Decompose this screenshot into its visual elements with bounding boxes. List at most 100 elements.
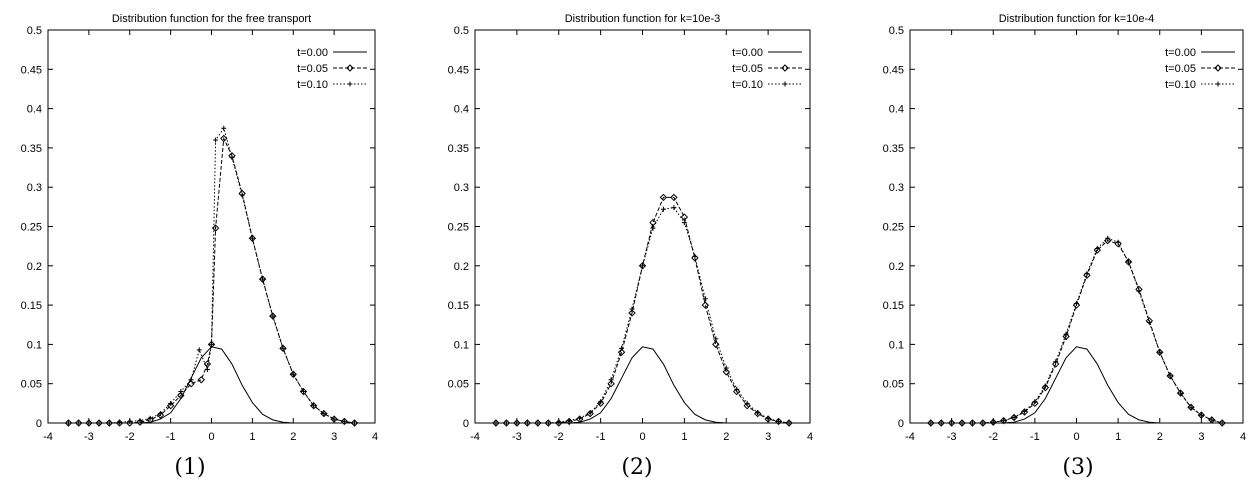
data-point bbox=[660, 206, 666, 212]
data-point bbox=[671, 205, 677, 211]
data-point bbox=[523, 419, 532, 427]
data-point bbox=[958, 419, 966, 427]
data-point bbox=[168, 400, 174, 406]
data-point bbox=[681, 220, 687, 226]
chart-panel-2: Distribution function for k=10e-3 0 0.05 0.… bbox=[448, 13, 813, 443]
y-tick-label: 0 bbox=[36, 418, 42, 430]
x-tick-label: 2 bbox=[1157, 431, 1163, 443]
data-point bbox=[608, 377, 614, 383]
data-point bbox=[270, 313, 276, 319]
x-tick-label: 3 bbox=[1198, 431, 1204, 443]
series-3 bbox=[928, 235, 1225, 426]
data-point bbox=[220, 134, 228, 143]
data-point bbox=[680, 213, 689, 221]
chart-title: Distribution function for k=10e-4 bbox=[999, 13, 1155, 25]
data-point bbox=[347, 81, 353, 87]
data-point bbox=[330, 415, 338, 423]
data-point bbox=[157, 411, 163, 417]
x-tick-label: 3 bbox=[331, 431, 337, 443]
x-tick-label: -4 bbox=[43, 431, 53, 443]
data-point bbox=[989, 418, 997, 426]
data-point bbox=[734, 386, 740, 392]
data-point bbox=[980, 420, 986, 426]
panel-label-1: (1) bbox=[174, 455, 206, 480]
data-point bbox=[65, 420, 71, 426]
x-tick-label: 1 bbox=[249, 431, 255, 443]
series-line bbox=[495, 346, 790, 424]
data-point bbox=[248, 234, 257, 242]
data-point bbox=[309, 402, 318, 410]
data-point bbox=[1214, 64, 1222, 72]
data-point bbox=[712, 340, 720, 349]
x-tick-label: -4 bbox=[470, 431, 480, 443]
data-point bbox=[1053, 359, 1059, 365]
data-point bbox=[1187, 403, 1195, 411]
data-point bbox=[937, 419, 945, 427]
data-point bbox=[556, 419, 562, 425]
data-point bbox=[629, 306, 635, 312]
data-point bbox=[127, 418, 133, 424]
data-point bbox=[659, 193, 668, 202]
data-point bbox=[86, 420, 92, 426]
legend-label: t=0.00 bbox=[297, 47, 328, 59]
x-tick-label: -3 bbox=[512, 431, 522, 443]
data-point bbox=[1041, 383, 1049, 392]
data-point bbox=[1156, 348, 1164, 356]
data-point bbox=[136, 418, 144, 426]
panel-label-2: (2) bbox=[621, 455, 653, 480]
data-point bbox=[990, 419, 996, 425]
data-point bbox=[782, 81, 788, 87]
data-point bbox=[1136, 288, 1142, 294]
data-point bbox=[1126, 259, 1132, 265]
data-point bbox=[178, 389, 184, 395]
x-tick-label: 0 bbox=[639, 431, 645, 443]
data-point bbox=[765, 415, 771, 421]
data-point bbox=[959, 420, 965, 426]
data-point bbox=[76, 420, 82, 426]
data-point bbox=[713, 336, 719, 342]
x-tick-label: 1 bbox=[1115, 431, 1121, 443]
data-point bbox=[1105, 235, 1111, 241]
data-point bbox=[514, 420, 520, 426]
y-tick-label: 0.05 bbox=[448, 379, 469, 391]
x-tick-label: -4 bbox=[905, 431, 915, 443]
x-tick-label: -2 bbox=[125, 431, 135, 443]
data-point bbox=[341, 418, 347, 424]
data-point bbox=[503, 420, 509, 426]
legend: t=0.00 t=0.05 t=0.10 bbox=[1165, 47, 1235, 91]
data-point bbox=[289, 370, 297, 378]
data-point bbox=[1021, 408, 1027, 414]
data-point bbox=[311, 403, 317, 409]
series-line bbox=[495, 196, 790, 424]
data-point bbox=[781, 64, 789, 72]
data-point bbox=[213, 137, 219, 143]
x-tick-label: -1 bbox=[1030, 431, 1040, 443]
data-point bbox=[692, 253, 698, 259]
series-3 bbox=[65, 125, 358, 426]
x-tick-label: 1 bbox=[681, 431, 687, 443]
chart-title: Distribution function for k=10e-3 bbox=[565, 13, 721, 25]
y-tick-label: 0.5 bbox=[454, 25, 469, 37]
data-point bbox=[949, 420, 955, 426]
data-point bbox=[1124, 258, 1133, 266]
data-point bbox=[300, 389, 306, 395]
data-point bbox=[95, 419, 103, 427]
data-point bbox=[350, 419, 359, 427]
x-tick-label: 0 bbox=[208, 431, 214, 443]
data-point bbox=[544, 419, 552, 427]
data-point bbox=[269, 312, 277, 320]
series-line bbox=[930, 240, 1223, 424]
x-tick-label: 3 bbox=[765, 431, 771, 443]
data-point bbox=[96, 420, 102, 426]
data-point bbox=[628, 309, 636, 317]
series-1 bbox=[68, 346, 355, 424]
data-point bbox=[146, 416, 154, 424]
series-line bbox=[68, 346, 355, 424]
data-point bbox=[969, 420, 975, 426]
data-point bbox=[535, 420, 541, 426]
data-point bbox=[1051, 360, 1060, 368]
y-tick-label: 0.2 bbox=[27, 261, 42, 273]
data-point bbox=[492, 419, 500, 427]
data-point bbox=[670, 193, 678, 202]
data-point bbox=[723, 365, 729, 371]
